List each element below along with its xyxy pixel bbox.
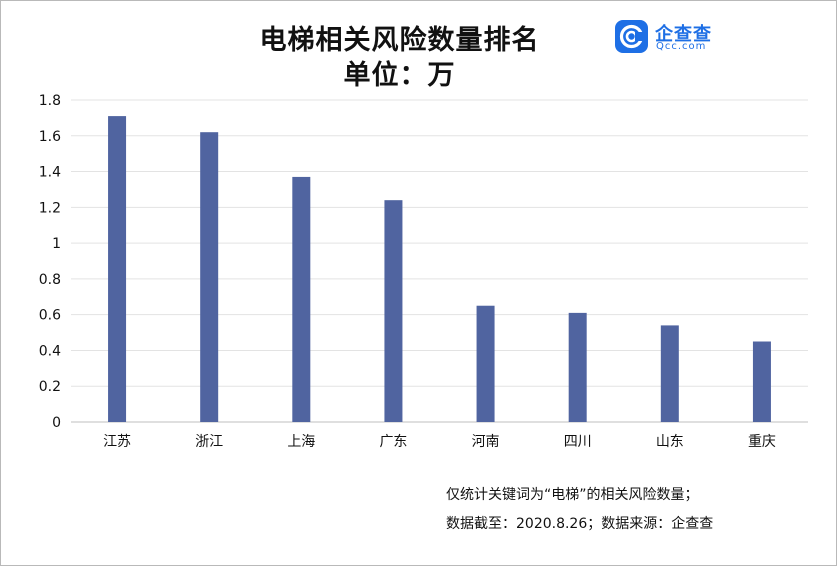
y-tick-label: 0.4 <box>39 343 61 359</box>
y-tick-label: 0.2 <box>39 379 61 395</box>
footnote-scope: 仅统计关键词为“电梯”的相关风险数量； <box>446 487 699 503</box>
x-tick-label: 河南 <box>472 434 500 450</box>
bar <box>752 341 771 422</box>
x-tick-label: 浙江 <box>195 434 223 450</box>
bar <box>384 200 403 422</box>
x-tick-label: 重庆 <box>748 434 776 450</box>
bar <box>108 116 127 422</box>
y-tick-label: 0.6 <box>39 308 61 324</box>
bar <box>200 132 219 422</box>
x-tick-label: 广东 <box>379 434 407 450</box>
y-tick-label: 0.8 <box>39 272 61 288</box>
chart-subtitle: 单位：万 <box>343 60 456 91</box>
y-tick-label: 0 <box>52 415 61 431</box>
bar <box>568 312 587 422</box>
brand-name: 企查查 <box>655 24 712 45</box>
footnote-source: 数据截至：2020.8.26；数据来源：企查查 <box>446 516 714 532</box>
bar <box>476 305 495 422</box>
y-tick-label: 1.8 <box>39 93 61 109</box>
x-tick-label: 山东 <box>656 434 684 450</box>
y-tick-label: 1.2 <box>39 200 61 216</box>
chart-title: 电梯相关风险数量排名 <box>259 25 540 56</box>
bar <box>292 176 311 422</box>
x-tick-label: 上海 <box>287 434 315 450</box>
x-tick-label: 江苏 <box>103 434 131 450</box>
x-tick-label: 四川 <box>564 434 592 450</box>
y-tick-label: 1.6 <box>39 129 61 145</box>
y-tick-label: 1.4 <box>39 165 61 181</box>
brand-url: Qcc.com <box>656 41 707 52</box>
y-tick-label: 1 <box>52 236 61 252</box>
qcc-logo: 企查查 Qcc.com <box>615 20 735 54</box>
qcc-logo-icon <box>615 20 648 53</box>
bar <box>660 325 679 422</box>
